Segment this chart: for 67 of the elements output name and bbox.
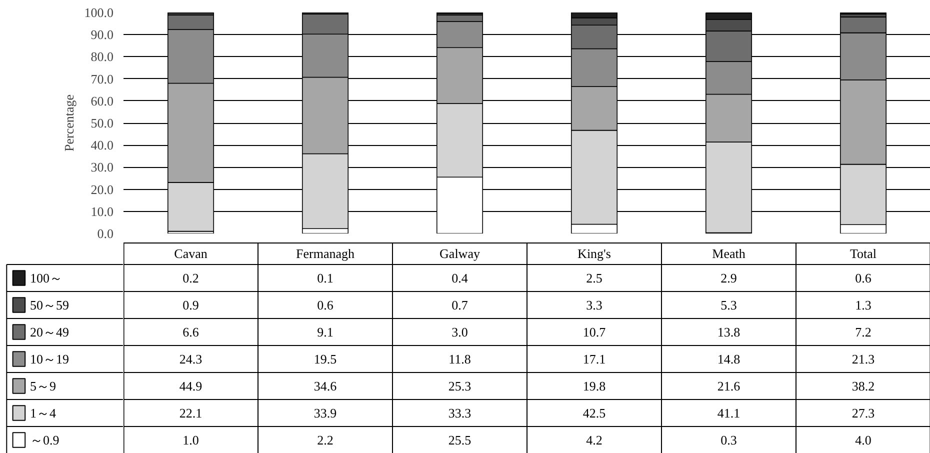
data-label: 34.6 bbox=[314, 378, 338, 394]
y-tick-label: 30.0 bbox=[90, 160, 114, 175]
data-label: 25.5 bbox=[448, 432, 472, 448]
data-label: 17.1 bbox=[582, 352, 606, 366]
data-label: 3.0 bbox=[452, 324, 468, 340]
data-label: 0.7 bbox=[452, 298, 468, 312]
x-tick-label: Meath bbox=[712, 246, 746, 261]
data-label: 0.1 bbox=[317, 270, 334, 286]
data-label: 0.9 bbox=[182, 298, 199, 312]
data-label: 14.8 bbox=[717, 352, 740, 366]
data-label: 2.5 bbox=[586, 270, 602, 286]
y-tick-label: 10.0 bbox=[90, 204, 114, 219]
data-label: 38.2 bbox=[852, 378, 875, 394]
data-label: 21.6 bbox=[717, 378, 741, 394]
y-tick-label: 60.0 bbox=[90, 93, 114, 108]
data-label: 42.5 bbox=[582, 406, 606, 420]
legend-label: 10～19 bbox=[30, 352, 70, 366]
x-tick-label: King's bbox=[578, 246, 611, 261]
data-label: 27.3 bbox=[852, 406, 875, 420]
y-tick-label: 40.0 bbox=[90, 138, 114, 153]
y-tick-label: 20.0 bbox=[90, 182, 114, 197]
data-label: 10.7 bbox=[582, 324, 606, 340]
x-tick-label: Galway bbox=[440, 246, 480, 261]
data-label: 5.3 bbox=[720, 298, 737, 312]
data-label: 19.8 bbox=[582, 378, 606, 394]
data-label: 6.6 bbox=[182, 324, 200, 340]
data-label: 1.3 bbox=[855, 298, 872, 312]
y-tick-label: 70.0 bbox=[90, 71, 114, 86]
data-label: 19.5 bbox=[314, 352, 337, 366]
data-label: 25.3 bbox=[448, 378, 472, 394]
data-label: 0.4 bbox=[452, 270, 468, 286]
data-label: 0.3 bbox=[720, 432, 737, 448]
y-axis-title: Percentage bbox=[61, 94, 76, 152]
data-label: 2.9 bbox=[720, 270, 737, 286]
x-tick-label: Fermanagh bbox=[296, 246, 355, 261]
y-tick-label: 50.0 bbox=[90, 116, 114, 130]
data-label: 44.9 bbox=[179, 378, 202, 394]
data-label: 0.6 bbox=[317, 298, 334, 312]
legend-label: 5～9 bbox=[30, 378, 56, 394]
data-label: 9.1 bbox=[317, 324, 334, 340]
data-label: 21.3 bbox=[852, 352, 875, 366]
legend-label: 1～4 bbox=[30, 406, 57, 420]
data-label: 24.3 bbox=[179, 352, 202, 366]
data-label: 0.6 bbox=[855, 270, 872, 286]
legend-label: 100～ bbox=[30, 270, 63, 286]
x-tick-label: Cavan bbox=[174, 246, 208, 261]
legend-label: 20～49 bbox=[30, 324, 70, 340]
data-label: 0.2 bbox=[182, 270, 199, 286]
data-label: 4.2 bbox=[586, 432, 602, 448]
y-tick-label: 100.0 bbox=[84, 5, 114, 20]
data-label: 13.8 bbox=[717, 324, 740, 340]
y-tick-label: 80.0 bbox=[90, 49, 114, 64]
y-tick-label: 0.0 bbox=[97, 226, 114, 241]
data-label: 11.8 bbox=[448, 352, 471, 366]
data-label: 7.2 bbox=[855, 324, 872, 340]
data-label: 1.0 bbox=[182, 432, 199, 448]
data-label: 33.3 bbox=[448, 406, 472, 420]
legend-label: 50～59 bbox=[30, 298, 70, 312]
data-label: 4.0 bbox=[855, 432, 872, 448]
data-label: 41.1 bbox=[717, 406, 740, 420]
x-tick-label: Total bbox=[850, 246, 877, 261]
data-label: 2.2 bbox=[317, 432, 334, 448]
y-tick-label: 90.0 bbox=[90, 27, 114, 42]
legend-label: ～0.9 bbox=[30, 432, 60, 448]
data-label: 22.1 bbox=[179, 406, 202, 420]
data-label: 33.9 bbox=[314, 406, 337, 420]
data-label: 3.3 bbox=[586, 298, 602, 312]
